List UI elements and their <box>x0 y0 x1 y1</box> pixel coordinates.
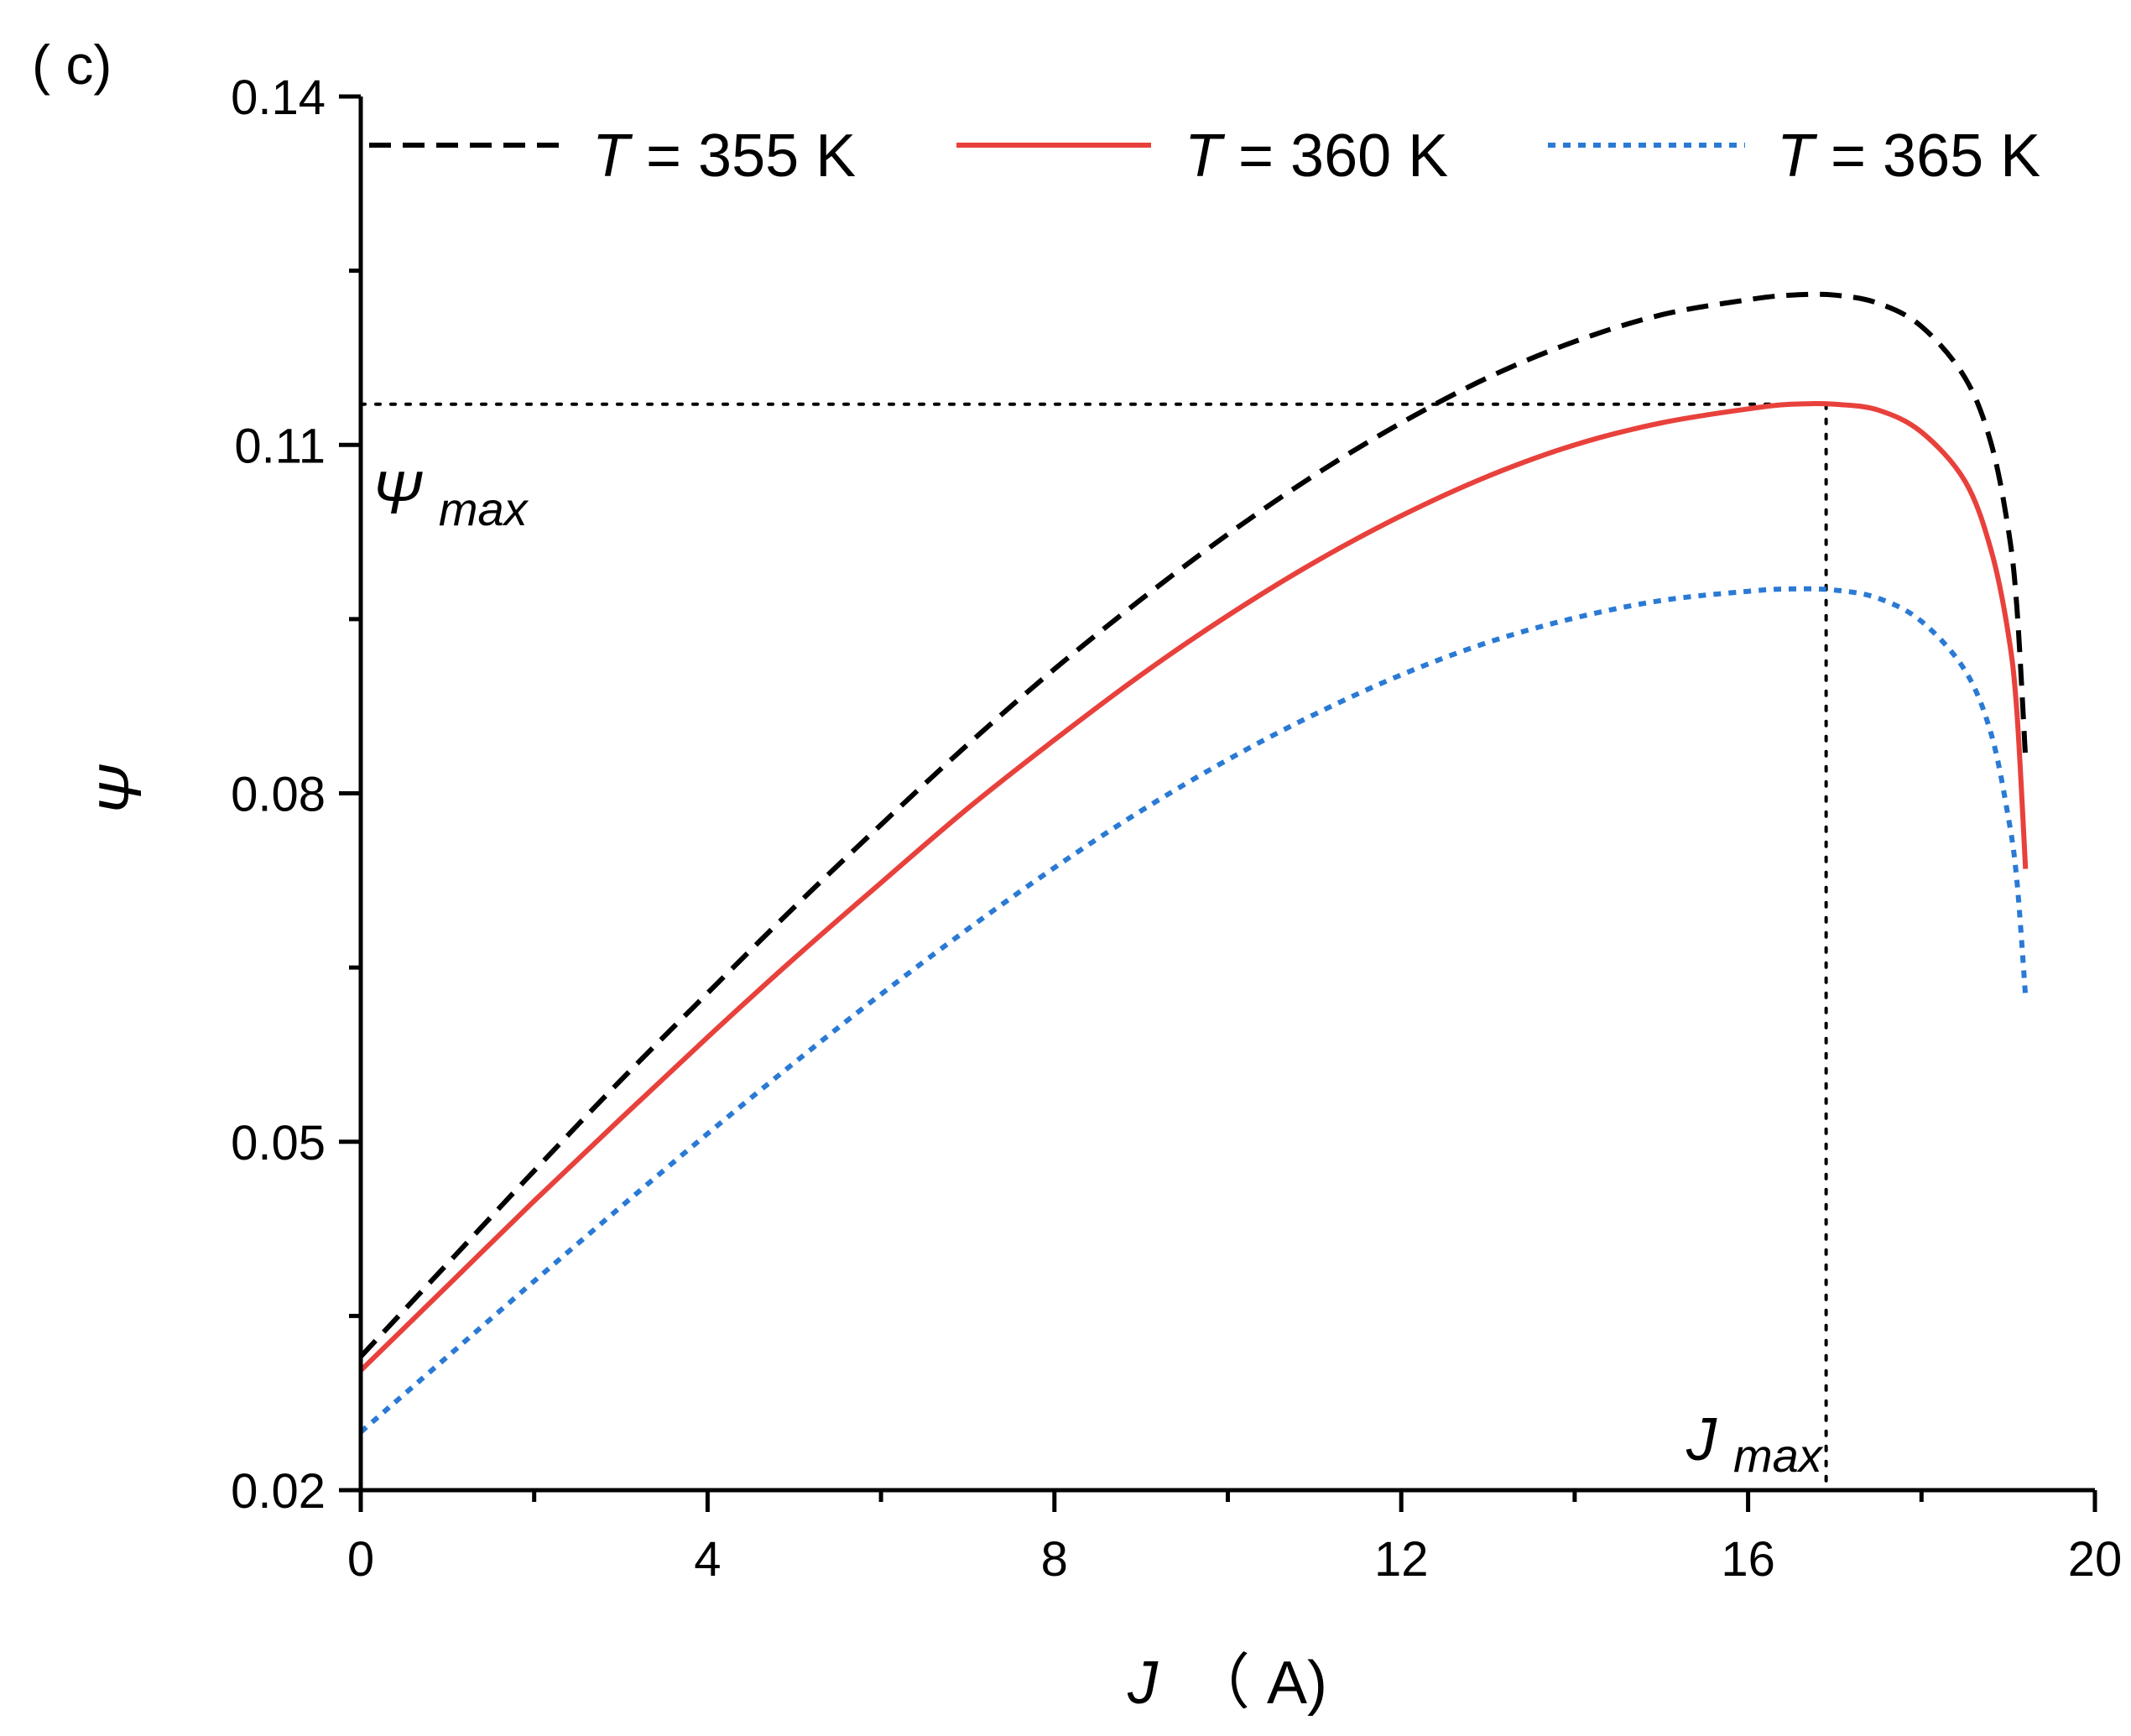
legend-symbol-355: T <box>592 123 633 190</box>
psi-max-symbol: Ψ <box>372 460 423 527</box>
legend-rest-360: = 360 K <box>1238 123 1448 190</box>
x-tick-label: 0 <box>347 1532 374 1587</box>
y-tick-label: 0.05 <box>231 1116 326 1170</box>
y-axis-title: Ψ <box>87 764 154 816</box>
data-series <box>358 291 2029 1435</box>
grid-lines <box>359 402 1828 1492</box>
legend-rest-365: = 365 K <box>1831 123 2040 190</box>
y-tick-label: 0.14 <box>231 70 326 125</box>
series-line-360 <box>358 401 2029 1373</box>
legend-entry-360: T = 360 K <box>956 123 1448 190</box>
x-tick-label: 20 <box>2068 1532 2123 1587</box>
x-tick-label: 4 <box>694 1532 721 1587</box>
psi-max-label: Ψ max <box>372 460 529 535</box>
legend-entry-355: T = 355 K <box>369 123 856 190</box>
legend-label-360: T = 360 K <box>1185 123 1448 190</box>
x-tick-label: 8 <box>1041 1532 1068 1587</box>
x-tick-label: 16 <box>1721 1532 1775 1587</box>
x-axis-title-unit: （ A) <box>1190 1650 1327 1717</box>
legend-entry-365: T = 365 K <box>1548 123 2040 190</box>
y-tick-label: 0.11 <box>234 419 326 473</box>
legend-label-365: T = 365 K <box>1777 123 2040 190</box>
legend-symbol-365: T <box>1777 123 1818 190</box>
x-tick-label: 12 <box>1374 1532 1429 1587</box>
legend-symbol-360: T <box>1185 123 1226 190</box>
x-axis-ticks: 0 4 8 12 16 20 <box>347 1490 2122 1587</box>
x-axis-title: J （ A) <box>1127 1650 1327 1717</box>
y-tick-label: 0.02 <box>231 1464 326 1519</box>
legend: T = 355 K T = 360 K T = 365 K <box>369 123 2040 190</box>
series-line-365 <box>359 586 2029 1435</box>
j-max-subscript: max <box>1733 1429 1824 1482</box>
legend-rest-355: = 355 K <box>646 123 856 190</box>
j-max-symbol: J <box>1686 1406 1717 1473</box>
legend-label-355: T = 355 K <box>592 123 856 190</box>
y-tick-label: 0.08 <box>231 768 326 822</box>
psi-max-subscript: max <box>439 482 529 535</box>
j-max-label: J max <box>1686 1406 1824 1482</box>
panel-label: ( c) <box>32 34 112 96</box>
series-line-355 <box>358 291 2029 1358</box>
y-axis-ticks: 0.02 0.05 0.08 0.11 0.14 <box>231 70 361 1519</box>
x-axis-title-symbol: J <box>1127 1650 1159 1717</box>
